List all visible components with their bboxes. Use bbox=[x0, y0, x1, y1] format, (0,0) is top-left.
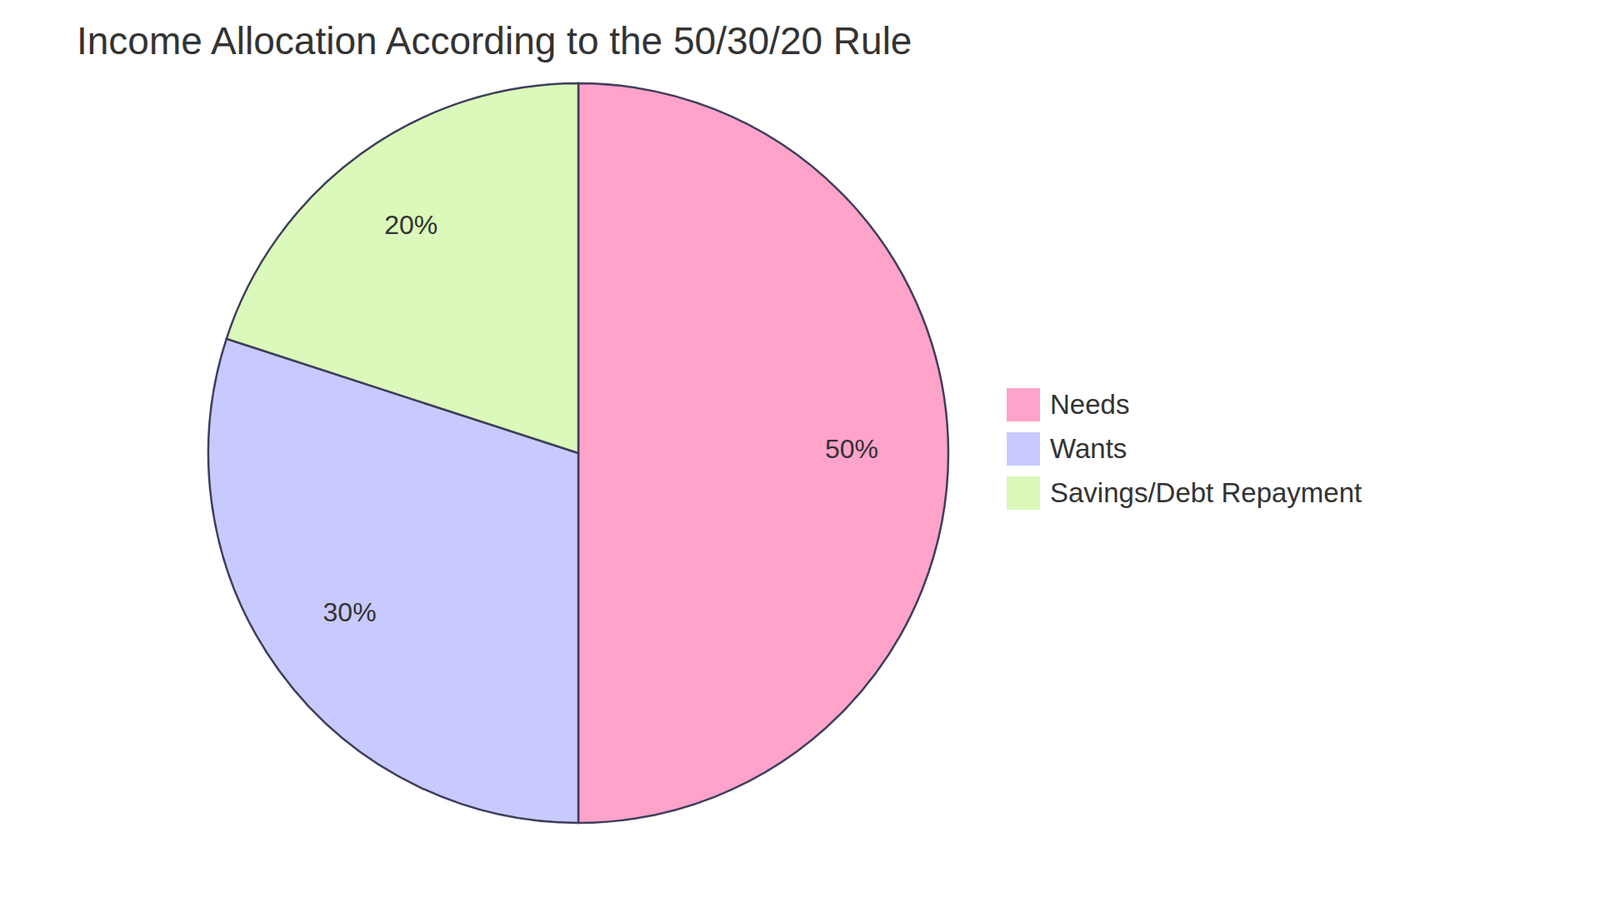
html-text:Wants: Wants bbox=[1050, 433, 1127, 465]
svg-text:20%: 20% bbox=[384, 210, 438, 240]
html-text:Income Allocation According to: Income Allocation According to the 50/30… bbox=[76, 19, 912, 63]
svg-text:50%: 50% bbox=[825, 434, 879, 465]
html-text:Needs: Needs bbox=[1050, 389, 1130, 420]
svg-text:30%: 30% bbox=[323, 597, 377, 628]
html-text:Savings/Debt Repayment: Savings/Debt Repayment bbox=[1050, 477, 1362, 509]
